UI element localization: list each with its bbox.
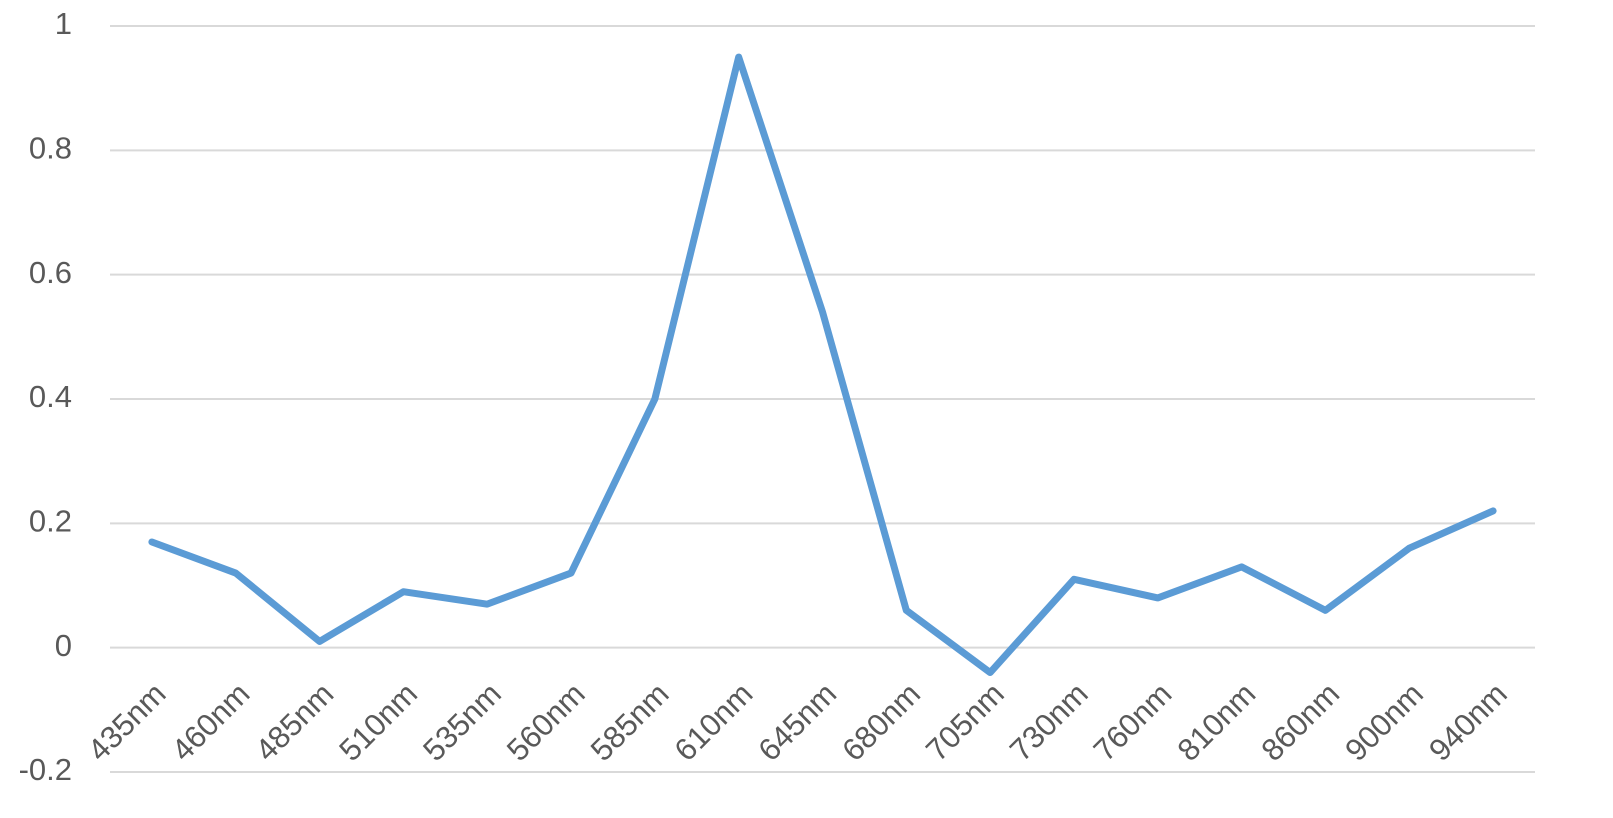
x-tick-label: 705nm: [919, 676, 1011, 768]
data-line: [148, 53, 1497, 677]
x-tick-label: 760nm: [1087, 676, 1179, 768]
x-tick-label: 485nm: [249, 676, 341, 768]
x-tick-label: 535nm: [416, 676, 508, 768]
x-tick-label: 610nm: [668, 676, 760, 768]
x-tick-label: 810nm: [1171, 676, 1263, 768]
y-tick-label: 0.4: [29, 379, 72, 414]
y-tick-label: 0.8: [29, 131, 72, 166]
x-tick-label: 730nm: [1003, 676, 1095, 768]
x-tick-label: 940nm: [1422, 676, 1514, 768]
x-tick-label: 900nm: [1338, 676, 1430, 768]
x-tick-label: 585nm: [584, 676, 676, 768]
x-tick-label: 680nm: [835, 676, 927, 768]
y-tick-label: 0: [55, 628, 72, 663]
y-tick-label: -0.2: [19, 752, 72, 787]
y-tick-label: 0.6: [29, 255, 72, 290]
y-tick-label: 0.2: [29, 504, 72, 539]
y-tick-label: 1: [55, 6, 72, 41]
x-tick-label: 460nm: [165, 676, 257, 768]
x-tick-label: 860nm: [1254, 676, 1346, 768]
x-tick-label: 645nm: [751, 676, 843, 768]
x-tick-label: 510nm: [332, 676, 424, 768]
x-tick-label: 560nm: [500, 676, 592, 768]
x-tick-label: 435nm: [81, 676, 173, 768]
